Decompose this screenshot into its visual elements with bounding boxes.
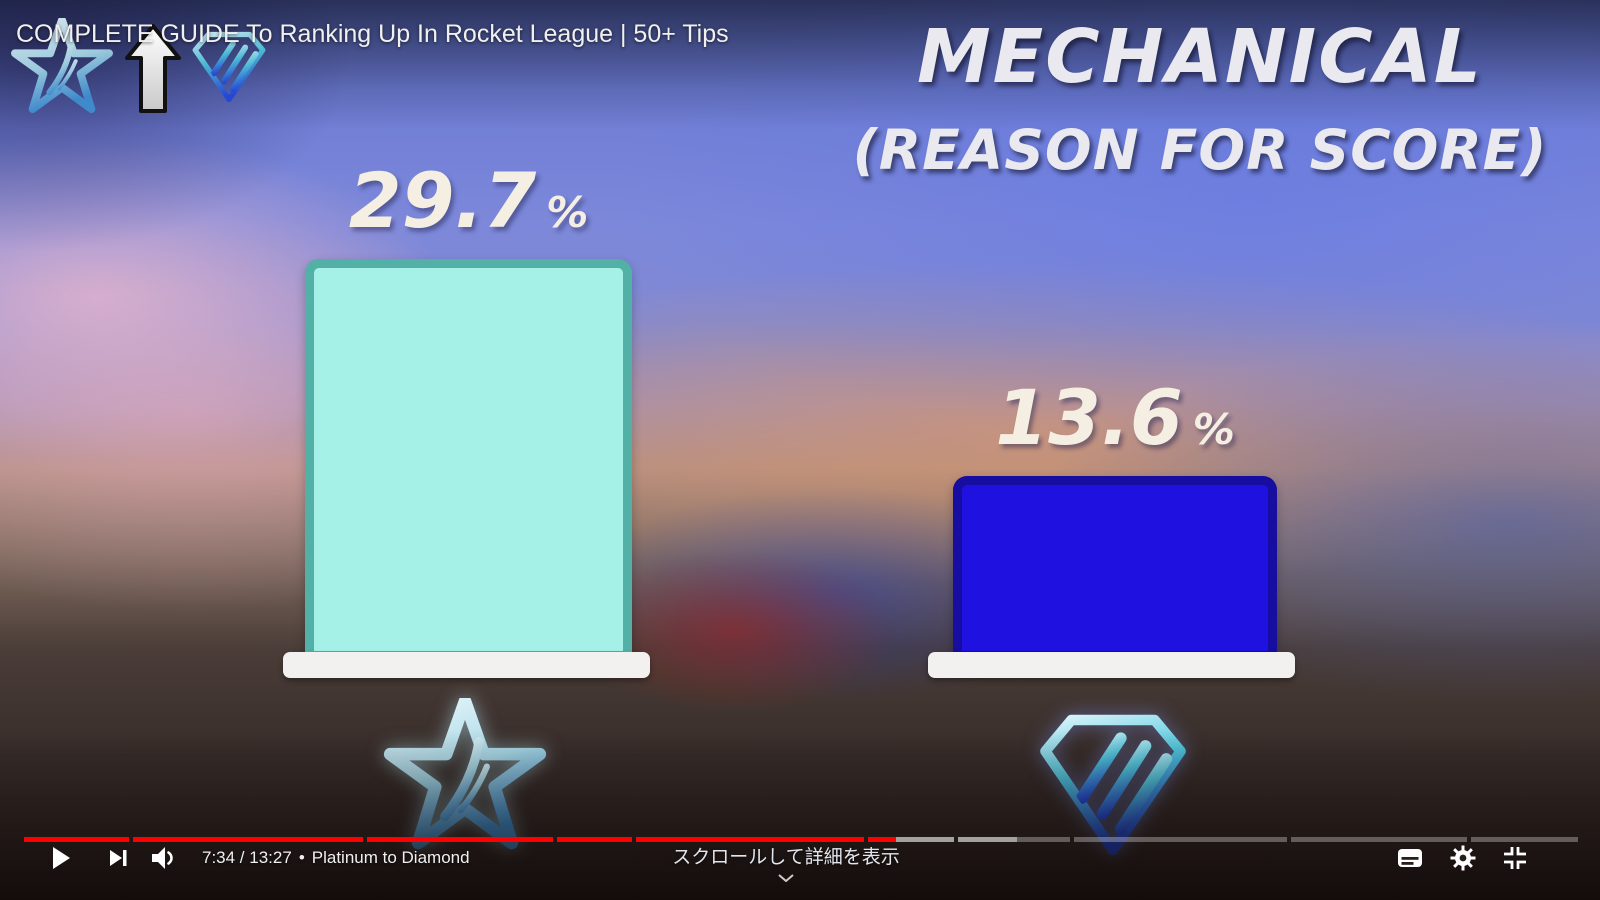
percent-sign: %: [1192, 405, 1235, 455]
next-icon: [110, 850, 127, 866]
progress-segment[interactable]: [1471, 837, 1578, 842]
bar-value-label: 13.6%: [995, 373, 1235, 462]
progress-segment[interactable]: [24, 837, 129, 842]
progress-segment[interactable]: [133, 837, 363, 842]
progress-segment[interactable]: [557, 837, 632, 842]
gear-icon: [1450, 845, 1476, 871]
subtitles-icon: [1398, 849, 1422, 867]
chevron-down-icon: [778, 874, 794, 883]
scroll-for-details-hint[interactable]: スクロールして詳細を表示: [0, 842, 1572, 887]
progress-segment[interactable]: [636, 837, 864, 842]
time-display: 7:34 / 13:27: [202, 848, 292, 867]
progress-segment[interactable]: [1074, 837, 1287, 842]
volume-button[interactable]: [148, 842, 180, 874]
next-video-button[interactable]: [102, 842, 134, 874]
chapter-title[interactable]: Platinum to Diamond: [311, 848, 470, 867]
bar-value-label: 29.7%: [349, 156, 589, 245]
subtitles-button[interactable]: [1394, 842, 1426, 874]
video-title[interactable]: COMPLETE GUIDE To Ranking Up In Rocket L…: [16, 20, 729, 48]
bar-base-platform: [928, 652, 1295, 678]
scroll-hint-text: スクロールして詳細を表示: [672, 847, 900, 868]
settings-button[interactable]: [1447, 842, 1479, 874]
percent-sign: %: [546, 188, 589, 238]
bar-group-platinum: 29.7%: [305, 156, 632, 660]
exit-fullscreen-icon: [1504, 847, 1526, 869]
bar-base-platform: [283, 652, 650, 678]
progress-segment[interactable]: [958, 837, 1070, 842]
exit-fullscreen-button[interactable]: [1499, 842, 1531, 874]
play-button[interactable]: [44, 842, 76, 874]
bar-platinum: [305, 259, 632, 660]
time-display-row: 7:34 / 13:27 • Platinum to Diamond: [202, 842, 470, 874]
overlay-heading-block: MECHANICAL (REASON FOR SCORE): [820, 14, 1580, 182]
overlay-heading: MECHANICAL: [917, 14, 1483, 100]
bar-value-number: 13.6: [995, 373, 1183, 463]
player-top-gradient: [0, 0, 1600, 130]
player-controls: 7:34 / 13:27 • Platinum to Diamond スクロール…: [0, 842, 1600, 883]
progress-bar[interactable]: [24, 837, 1578, 842]
progress-segment[interactable]: [367, 837, 553, 842]
bar-value-number: 29.7: [348, 156, 537, 246]
overlay-subheading: (REASON FOR SCORE): [852, 118, 1548, 182]
play-icon: [53, 847, 70, 869]
progress-segment[interactable]: [868, 837, 954, 842]
bar-diamond: [953, 476, 1277, 660]
bullet-separator: •: [298, 848, 305, 867]
progress-segment[interactable]: [1291, 837, 1467, 842]
player-bottom-gradient: [0, 730, 1600, 900]
bar-group-diamond: 13.6%: [953, 373, 1277, 660]
volume-icon: [152, 847, 173, 869]
